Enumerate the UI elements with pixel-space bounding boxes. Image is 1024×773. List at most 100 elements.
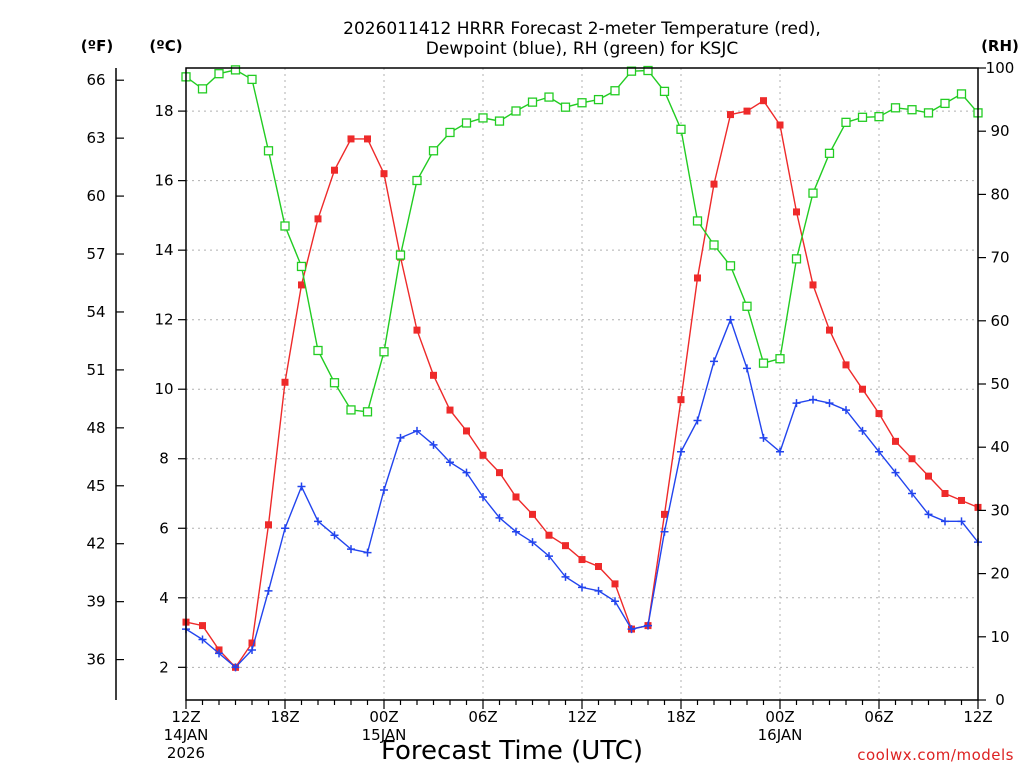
celsius-unit-label: (ºC) bbox=[149, 37, 182, 55]
rh-point bbox=[329, 378, 340, 388]
dewpoint-point bbox=[248, 645, 256, 654]
rh-point bbox=[230, 65, 241, 75]
rh-point bbox=[824, 148, 835, 158]
celsius-tick-label: 4 bbox=[159, 589, 169, 607]
celsius-tick-label: 6 bbox=[159, 519, 169, 537]
dewpoint-point bbox=[858, 426, 867, 435]
rh-point bbox=[379, 347, 389, 357]
x-tick-label: 12Z bbox=[567, 708, 596, 726]
rh-point bbox=[296, 261, 307, 272]
temperature-point bbox=[380, 170, 388, 178]
fahrenheit-tick-label: 57 bbox=[86, 245, 105, 263]
rh-point bbox=[428, 146, 439, 156]
dewpoint-point bbox=[545, 552, 553, 561]
dewpoint-point bbox=[198, 635, 207, 644]
temperature-point bbox=[842, 361, 850, 369]
rh-point bbox=[362, 407, 373, 417]
rh-tick-label: 20 bbox=[990, 565, 1009, 583]
rh-point bbox=[676, 124, 686, 134]
temperature-point bbox=[364, 135, 371, 143]
series-layer bbox=[181, 65, 983, 672]
rh-point bbox=[412, 175, 422, 186]
rh-point bbox=[923, 108, 934, 118]
rh-point bbox=[692, 216, 703, 226]
x-date-label: 16JAN bbox=[758, 726, 803, 744]
temperature-line bbox=[185, 99, 979, 669]
rh-unit-label: (RH) bbox=[981, 37, 1019, 55]
dewpoint-point bbox=[875, 447, 883, 456]
rh-point bbox=[758, 358, 769, 368]
rh-point bbox=[313, 345, 323, 356]
dewpoint-point bbox=[825, 399, 834, 408]
dewpoint-point bbox=[776, 447, 784, 456]
rh-point bbox=[263, 146, 274, 156]
dewpoint-point bbox=[677, 447, 685, 456]
rh-point bbox=[775, 354, 785, 364]
celsius-tick-label: 8 bbox=[159, 450, 169, 468]
temperature-point bbox=[314, 215, 322, 223]
dewpoint-point bbox=[578, 583, 586, 592]
rh-point bbox=[841, 117, 851, 128]
x-tick-label: 18Z bbox=[270, 708, 299, 726]
fahrenheit-tick-label: 39 bbox=[86, 593, 105, 611]
temperature-point bbox=[298, 281, 305, 289]
dewpoint-point bbox=[446, 458, 454, 467]
temperature-point bbox=[760, 97, 767, 105]
rh-tick-label: 50 bbox=[990, 375, 1009, 393]
temperature-point bbox=[446, 406, 454, 414]
rh-point bbox=[742, 301, 752, 311]
rh-point bbox=[577, 98, 587, 108]
dewpoint-point bbox=[347, 545, 355, 554]
dewpoint-point bbox=[413, 426, 421, 435]
x-tick-label: 00Z bbox=[369, 708, 398, 726]
fahrenheit-unit-label: (ºF) bbox=[81, 37, 113, 55]
dewpoint-point bbox=[429, 440, 438, 449]
rh-tick-label: 70 bbox=[990, 249, 1009, 267]
temperature-point bbox=[793, 208, 800, 216]
rh-point bbox=[445, 127, 455, 138]
fahrenheit-tick-label: 63 bbox=[86, 129, 105, 147]
rh-point bbox=[874, 112, 884, 122]
credit-text: coolwx.com/models bbox=[857, 746, 1014, 764]
temperature-point bbox=[958, 496, 965, 504]
celsius-tick-label: 2 bbox=[159, 658, 169, 676]
temperature-point bbox=[331, 166, 338, 174]
chart-title-line-1: 2026011412 HRRR Forecast 2-meter Tempera… bbox=[343, 19, 821, 39]
dewpoint-point bbox=[396, 433, 405, 442]
dewpoint-point bbox=[660, 527, 669, 536]
rh-point bbox=[890, 103, 901, 113]
rh-point bbox=[791, 254, 802, 264]
dewpoint-point bbox=[264, 586, 273, 595]
rh-point bbox=[461, 118, 472, 128]
temperature-point bbox=[694, 274, 701, 282]
temperature-point bbox=[248, 639, 256, 647]
rh-point bbox=[626, 66, 637, 76]
x-tick-label: 12Z bbox=[171, 708, 200, 726]
temperature-point bbox=[941, 490, 949, 498]
rh-point bbox=[659, 86, 670, 97]
rh-point bbox=[494, 116, 505, 126]
temperature-point bbox=[529, 510, 536, 518]
temperature-point bbox=[677, 396, 685, 404]
temperature-point bbox=[545, 531, 553, 539]
rh-tick-label: 100 bbox=[986, 59, 1015, 77]
dewpoint-point bbox=[231, 663, 240, 672]
fahrenheit-tick-label: 36 bbox=[86, 651, 105, 669]
temperature-point bbox=[413, 326, 421, 334]
temperature-point bbox=[463, 427, 470, 435]
rh-point bbox=[560, 102, 571, 112]
rh-tick-label: 40 bbox=[990, 438, 1009, 456]
rh-point bbox=[395, 250, 406, 260]
rh-point bbox=[544, 92, 554, 102]
rh-tick-label: 80 bbox=[990, 185, 1009, 203]
temperature-point bbox=[199, 622, 206, 630]
dewpoint-point bbox=[330, 531, 339, 540]
celsius-tick-label: 16 bbox=[154, 172, 173, 190]
dewpoint-point bbox=[314, 517, 322, 526]
temperature-point bbox=[859, 385, 866, 393]
fahrenheit-tick-label: 42 bbox=[86, 535, 105, 553]
rh-tick-label: 30 bbox=[990, 501, 1009, 519]
temperature-point bbox=[776, 121, 784, 129]
x-date-label: 14JAN bbox=[164, 726, 209, 744]
